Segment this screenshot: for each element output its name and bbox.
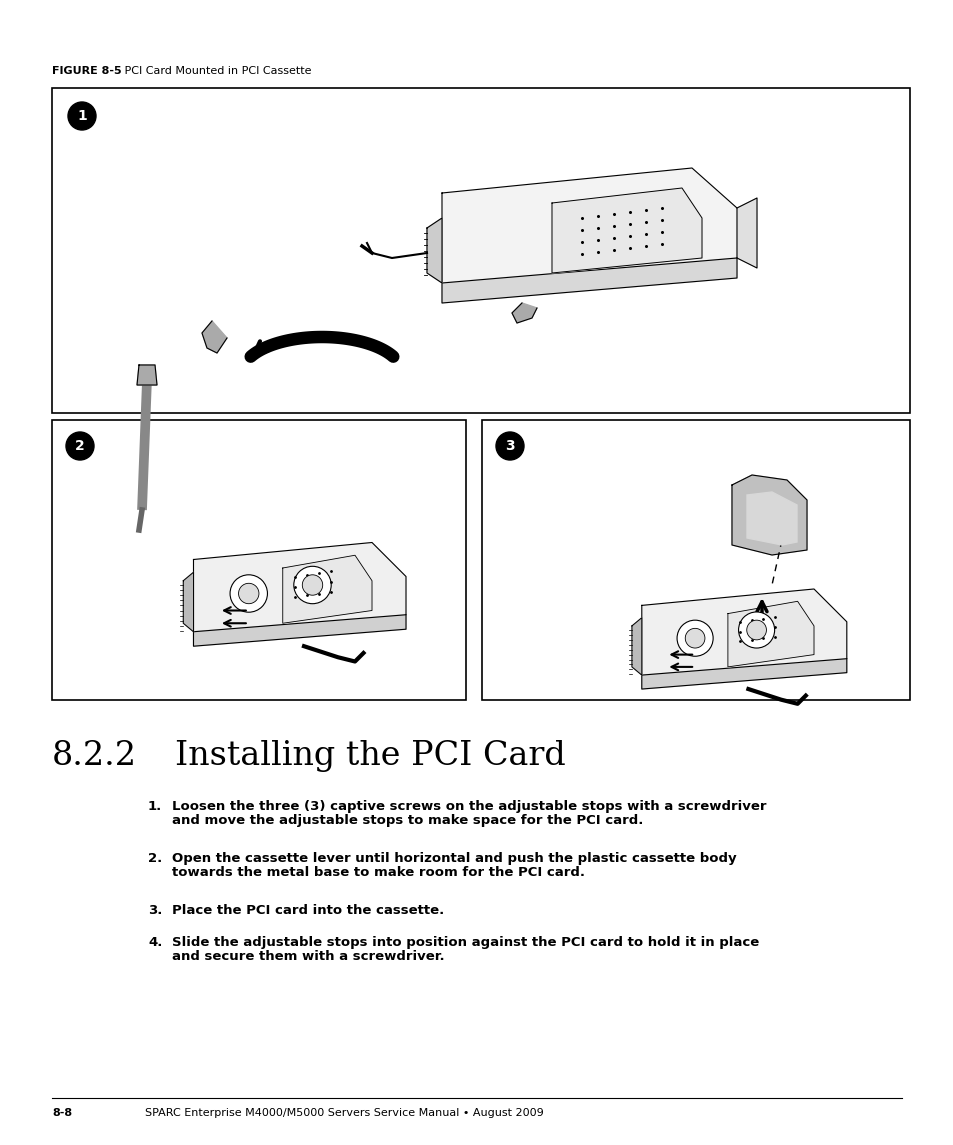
Text: Slide the adjustable stops into position against the PCI card to hold it in plac: Slide the adjustable stops into position…: [172, 935, 759, 949]
Circle shape: [294, 567, 331, 603]
Text: Open the cassette lever until horizontal and push the plastic cassette body: Open the cassette lever until horizontal…: [172, 852, 736, 864]
Polygon shape: [282, 555, 372, 623]
Circle shape: [302, 575, 322, 595]
Circle shape: [230, 575, 267, 613]
Polygon shape: [737, 198, 757, 268]
Polygon shape: [641, 589, 846, 676]
Polygon shape: [441, 168, 737, 283]
Circle shape: [68, 102, 96, 131]
Text: and secure them with a screwdriver.: and secure them with a screwdriver.: [172, 950, 444, 963]
Text: 2: 2: [75, 439, 85, 453]
Polygon shape: [731, 475, 806, 555]
Polygon shape: [202, 321, 227, 353]
Text: Place the PCI card into the cassette.: Place the PCI card into the cassette.: [172, 905, 444, 917]
Polygon shape: [552, 188, 701, 273]
Polygon shape: [641, 658, 846, 689]
Text: 2.: 2.: [148, 852, 162, 864]
Text: towards the metal base to make room for the PCI card.: towards the metal base to make room for …: [172, 866, 584, 879]
Polygon shape: [183, 572, 193, 632]
Polygon shape: [746, 492, 796, 545]
Polygon shape: [512, 303, 537, 323]
Text: 8-8: 8-8: [52, 1108, 72, 1118]
Text: Installing the PCI Card: Installing the PCI Card: [174, 740, 565, 772]
Text: and move the adjustable stops to make space for the PCI card.: and move the adjustable stops to make sp…: [172, 814, 642, 827]
Text: PCI Card Mounted in PCI Cassette: PCI Card Mounted in PCI Cassette: [113, 66, 312, 76]
Polygon shape: [427, 218, 441, 283]
Polygon shape: [193, 543, 406, 632]
Text: 1.: 1.: [148, 800, 162, 813]
Circle shape: [496, 432, 523, 460]
Bar: [52, 88, 909, 413]
Circle shape: [66, 432, 94, 460]
Text: SPARC Enterprise M4000/M5000 Servers Service Manual • August 2009: SPARC Enterprise M4000/M5000 Servers Ser…: [145, 1108, 543, 1118]
Polygon shape: [631, 617, 641, 676]
Polygon shape: [727, 601, 813, 666]
Polygon shape: [137, 365, 157, 385]
Bar: [52, 420, 465, 700]
Circle shape: [238, 583, 258, 603]
Text: 8.2.2: 8.2.2: [52, 740, 137, 772]
Text: FIGURE 8-5: FIGURE 8-5: [52, 66, 121, 76]
Circle shape: [684, 629, 704, 648]
Polygon shape: [441, 258, 737, 303]
Circle shape: [746, 621, 765, 640]
Polygon shape: [193, 615, 406, 646]
Text: 3.: 3.: [148, 905, 162, 917]
Circle shape: [738, 611, 774, 648]
Circle shape: [677, 621, 713, 656]
Text: 3: 3: [505, 439, 515, 453]
Bar: [481, 420, 909, 700]
Text: Loosen the three (3) captive screws on the adjustable stops with a screwdriver: Loosen the three (3) captive screws on t…: [172, 800, 765, 813]
Text: 1: 1: [77, 109, 87, 123]
Text: 4.: 4.: [148, 935, 162, 949]
